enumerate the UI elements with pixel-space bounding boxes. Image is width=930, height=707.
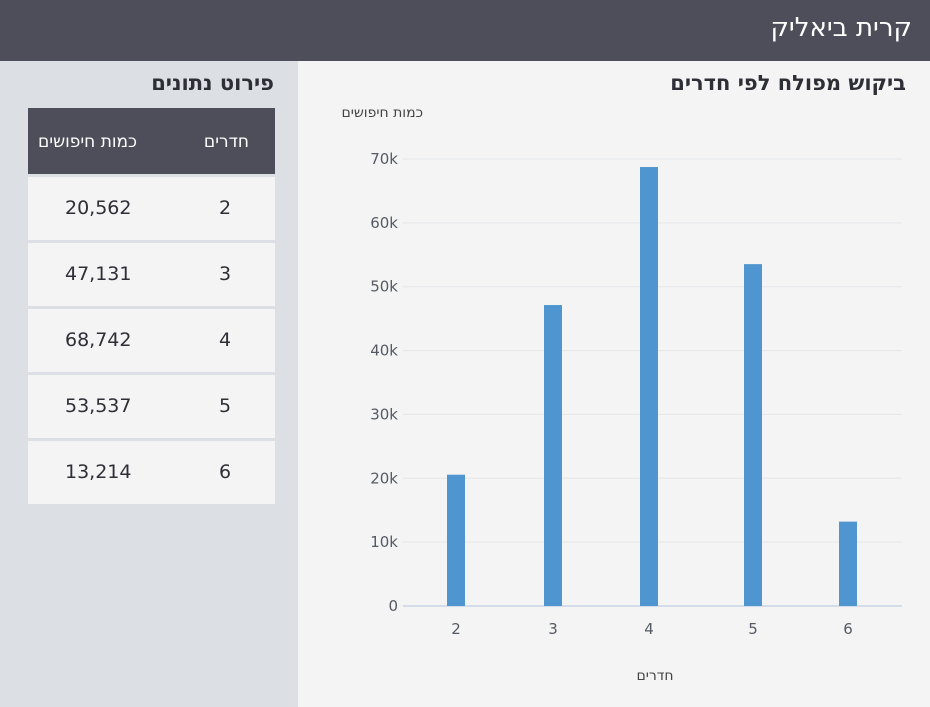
y-tick-label: 30k bbox=[370, 405, 398, 423]
table-row: 5 53,537 bbox=[28, 375, 275, 438]
table-row: 3 47,131 bbox=[28, 243, 275, 306]
y-tick-label: 10k bbox=[370, 533, 398, 551]
column-header-searches: כמות חיפושים bbox=[38, 132, 138, 152]
bar-rooms-5[interactable] bbox=[744, 264, 762, 606]
y-axis-title: כמות חיפושים bbox=[341, 105, 423, 121]
bar-rooms-2[interactable] bbox=[447, 474, 465, 606]
x-tick-label: 6 bbox=[843, 620, 853, 638]
y-tick-label: 70k bbox=[370, 150, 398, 168]
x-tick-label: 4 bbox=[644, 620, 654, 638]
cell-rooms: 6 bbox=[219, 461, 232, 483]
y-tick-label: 60k bbox=[370, 214, 398, 232]
table-row: 4 68,742 bbox=[28, 309, 275, 372]
table-row: 6 13,214 bbox=[28, 441, 275, 504]
bar-rooms-6[interactable] bbox=[839, 521, 857, 606]
top-bar: קרית ביאליק bbox=[0, 0, 930, 61]
bar-rooms-3[interactable] bbox=[544, 305, 562, 606]
cell-searches: 68,742 bbox=[65, 329, 132, 351]
table-panel-title: פירוט נתונים bbox=[151, 71, 274, 95]
data-table: חדרים כמות חיפושים 2 20,562 3 47,131 4 6… bbox=[28, 108, 275, 504]
y-tick-label: 20k bbox=[370, 469, 398, 487]
chart-panel: ביקוש מפולח לפי חדרים כמות חיפושים חדרים… bbox=[298, 61, 930, 707]
cell-rooms: 3 bbox=[219, 263, 232, 285]
cell-rooms: 5 bbox=[219, 395, 232, 417]
cell-rooms: 2 bbox=[219, 197, 232, 219]
cell-searches: 20,562 bbox=[65, 197, 132, 219]
bar-rooms-4[interactable] bbox=[640, 167, 658, 606]
x-tick-label: 3 bbox=[548, 620, 558, 638]
page-title: קרית ביאליק bbox=[770, 13, 912, 43]
x-tick-label: 2 bbox=[451, 620, 461, 638]
x-axis-title: חדרים bbox=[636, 668, 673, 684]
chart-title: ביקוש מפולח לפי חדרים bbox=[670, 71, 906, 95]
y-tick-label: 40k bbox=[370, 342, 398, 360]
cell-rooms: 4 bbox=[219, 329, 232, 351]
column-header-rooms: חדרים bbox=[203, 132, 249, 152]
cell-searches: 47,131 bbox=[65, 263, 132, 285]
table-header: חדרים כמות חיפושים bbox=[28, 108, 275, 174]
cell-searches: 53,537 bbox=[65, 395, 132, 417]
y-tick-label: 0 bbox=[388, 597, 398, 615]
x-tick-label: 5 bbox=[748, 620, 758, 638]
table-row: 2 20,562 bbox=[28, 177, 275, 240]
bar-chart: כמות חיפושים חדרים 0 10k 20k 30k 40k 50k 60k 70… bbox=[341, 105, 902, 684]
y-tick-label: 50k bbox=[370, 278, 398, 296]
cell-searches: 13,214 bbox=[65, 461, 132, 483]
